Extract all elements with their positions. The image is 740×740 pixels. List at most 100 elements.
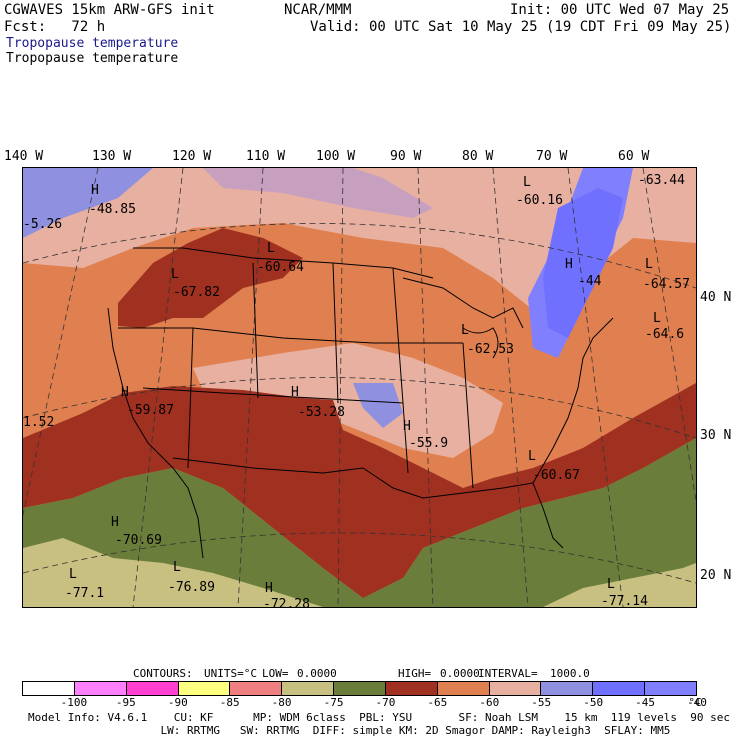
- color-swatch: [74, 682, 127, 695]
- color-scale-tick: -100: [60, 696, 88, 709]
- tropopause-temperature-map: H -48.85 -5.26 L -60.16 -63.44 L -60.64 …: [22, 167, 697, 608]
- color-scale: [22, 681, 697, 696]
- extremum-value: -64.57: [643, 277, 690, 292]
- color-scale-tick: -45: [635, 696, 655, 709]
- color-swatch: [593, 682, 646, 695]
- extremum-value: -53.28: [298, 405, 345, 420]
- map-canvas: H -48.85 -5.26 L -60.16 -63.44 L -60.64 …: [23, 168, 696, 607]
- lat-label: 30 N: [700, 428, 732, 443]
- lat-label: 40 N: [700, 290, 732, 305]
- extremum-value: -59.87: [127, 403, 174, 418]
- extremum-type: L: [267, 241, 275, 256]
- color-swatch: [541, 682, 594, 695]
- extremum-value: -44: [578, 274, 602, 289]
- field-band-light: [23, 168, 696, 318]
- lon-label: 70 W: [536, 149, 568, 164]
- extremum-type: L: [607, 577, 615, 592]
- color-scale-tick: -70: [375, 696, 396, 709]
- contours-high-label: HIGH=: [398, 667, 432, 680]
- extremum-value: 1.52: [23, 415, 54, 430]
- extremum-value: -60.64: [257, 260, 304, 275]
- extremum-value: -63.44: [638, 173, 685, 188]
- extremum-value: -60.16: [516, 193, 563, 208]
- extremum-value: -70.69: [115, 533, 162, 548]
- graticule: [23, 168, 696, 607]
- color-scale-tick: -55: [531, 696, 552, 709]
- color-swatch: [489, 682, 542, 695]
- extremum-type: L: [653, 311, 661, 326]
- color-scale-tick: -60: [479, 696, 500, 709]
- extremum-type: L: [461, 323, 469, 338]
- boundaries: [107, 247, 614, 559]
- extremum-value: -48.85: [89, 202, 136, 217]
- color-swatch: [334, 682, 386, 695]
- contours-low: 0.0000: [297, 667, 337, 680]
- contours-units: UNITS=°C: [204, 667, 257, 680]
- color-swatch: [282, 682, 335, 695]
- contours-label: CONTOURS:: [133, 667, 193, 680]
- extremum-value: -5.26: [23, 217, 62, 232]
- color-swatch: [230, 682, 283, 695]
- extremum-type: L: [173, 560, 181, 575]
- model-info-line-1: Model Info: V4.6.1 CU: KF MP: WDM 6class…: [28, 711, 730, 724]
- extremum-value: -60.67: [533, 468, 580, 483]
- model-title: CGWAVES 15km ARW-GFS init: [4, 2, 215, 18]
- color-swatch: [437, 682, 490, 695]
- lon-label: 140 W: [4, 149, 44, 164]
- extremum-type: L: [171, 267, 179, 282]
- color-swatch: [178, 682, 231, 695]
- field-band-olive: [23, 438, 696, 607]
- field-band-darkred: [118, 228, 303, 328]
- lon-label: 120 W: [172, 149, 212, 164]
- extremum-value: -64.6: [645, 327, 684, 342]
- extremum-value: -77.14: [601, 594, 648, 607]
- extremum-value: -77.1: [65, 586, 104, 601]
- field-band-lavender: [203, 168, 433, 218]
- color-swatch: [126, 682, 179, 695]
- extremum-type: H: [291, 385, 299, 400]
- color-scale-tick: -40: [687, 696, 707, 709]
- extremum-type: L: [523, 175, 531, 190]
- lon-label: 90 W: [390, 149, 422, 164]
- extremum-value: -55.9: [409, 436, 448, 451]
- valid-time: Valid: 00 UTC Sat 10 May 25 (19 CDT Fri …: [310, 19, 732, 35]
- organization: NCAR/MMM: [284, 2, 352, 18]
- field-band-darkred: [23, 383, 696, 598]
- color-scale-unit: °C: [688, 696, 702, 709]
- lon-label: 100 W: [316, 149, 356, 164]
- lon-label: 60 W: [618, 149, 650, 164]
- color-scale-tick: -90: [167, 696, 188, 709]
- extremum-type: H: [403, 419, 411, 434]
- field-title-secondary: Tropopause temperature: [6, 51, 179, 66]
- color-swatch: [385, 682, 438, 695]
- extremum-type: H: [91, 183, 99, 198]
- extremum-value: -76.89: [168, 580, 215, 595]
- contours-interval-label: INTERVAL=: [478, 667, 538, 680]
- extremum-type: H: [121, 385, 129, 400]
- extremum-value: -67.82: [173, 285, 220, 300]
- color-swatch: [23, 682, 75, 695]
- model-info-line-2: LW: RRTMG SW: RRTMG DIFF: simple KM: 2D …: [28, 724, 671, 737]
- color-scale-tick: -75: [323, 696, 344, 709]
- field-band-purple: [23, 168, 153, 238]
- lon-label: 130 W: [92, 149, 132, 164]
- field-band-purple: [353, 383, 403, 428]
- field-band-light: [193, 343, 503, 458]
- extremum-value: -72.28: [263, 597, 310, 607]
- contours-high: 0.0000: [440, 667, 480, 680]
- extremum-type: L: [69, 567, 77, 582]
- color-scale-tick: -80: [271, 696, 292, 709]
- color-swatch: [645, 682, 696, 695]
- extremum-value: -62.53: [467, 342, 514, 357]
- color-scale-tick: -65: [427, 696, 448, 709]
- lon-label: 110 W: [246, 149, 286, 164]
- lon-label: 80 W: [462, 149, 494, 164]
- init-time: Init: 00 UTC Wed 07 May 25: [510, 2, 730, 18]
- contours-low-label: LOW=: [262, 667, 289, 680]
- field-band-blue-ne: [543, 188, 623, 338]
- color-scale-tick: -85: [219, 696, 240, 709]
- forecast-hour: Fcst: 72 h: [4, 19, 106, 35]
- field-title-primary: Tropopause temperature: [6, 36, 179, 51]
- extremum-type: L: [528, 449, 536, 464]
- field-band-khaki: [23, 538, 323, 607]
